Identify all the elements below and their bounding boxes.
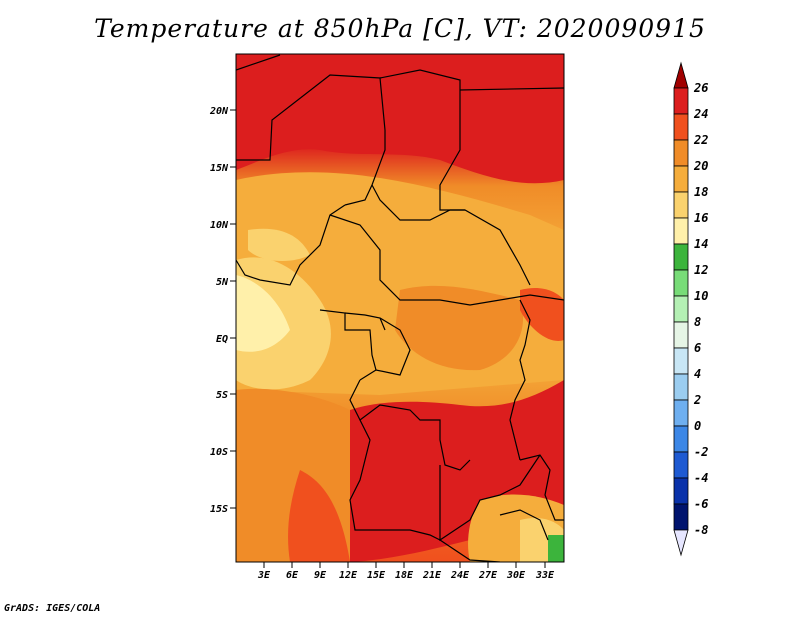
lat-label: 20N — [209, 106, 229, 117]
lon-label: 6E — [286, 570, 299, 581]
chart-title: Temperature at 850hPa [C], VT: 202009091… — [94, 14, 706, 43]
colorbar-segment — [673, 503, 689, 531]
colorbar-segment — [673, 113, 689, 141]
colorbar-segment — [673, 399, 689, 427]
lon-label: 9E — [314, 570, 327, 581]
lon-label: 15E — [367, 570, 386, 581]
lat-label: 10S — [210, 447, 228, 458]
lon-label: 30E — [506, 570, 526, 581]
colorbar-label: -8 — [694, 523, 708, 537]
colorbar — [673, 61, 689, 557]
colorbar-bottom-arrow — [673, 529, 689, 557]
credit-label: GrADS: IGES/COLA — [4, 603, 101, 614]
colorbar-segment — [673, 87, 689, 115]
colorbar-segment — [673, 243, 689, 271]
colorbar-segment — [673, 451, 689, 479]
lat-label: EQ — [216, 334, 228, 345]
colorbar-label: 6 — [694, 341, 701, 355]
colorbar-segment — [673, 347, 689, 375]
lon-label: 21E — [422, 570, 442, 581]
colorbar-segment — [673, 321, 689, 349]
colorbar-label: 22 — [693, 133, 708, 147]
country-borders — [236, 54, 564, 562]
colorbar-label: 18 — [694, 185, 708, 199]
latitude-axis — [230, 109, 236, 509]
map-frame — [235, 53, 565, 563]
lat-label: 5S — [216, 390, 228, 401]
lon-label: 27E — [478, 570, 498, 581]
lon-label: 3E — [257, 570, 271, 581]
colorbar-label: 20 — [693, 159, 708, 173]
colorbar-segment — [673, 269, 689, 297]
colorbar-label: -4 — [694, 471, 708, 485]
colorbar-label: 12 — [694, 263, 708, 277]
lat-label: 15N — [210, 163, 229, 174]
lon-label: 12E — [339, 570, 358, 581]
colorbar-top-arrow — [673, 61, 689, 89]
colorbar-segment — [673, 477, 689, 505]
colorbar-segment — [673, 139, 689, 167]
colorbar-segment — [673, 165, 689, 193]
colorbar-segment — [673, 295, 689, 323]
colorbar-label: 24 — [693, 107, 708, 121]
colorbar-segment — [673, 217, 689, 245]
colorbar-label: 2 — [693, 393, 701, 407]
lon-label: 24E — [450, 570, 470, 581]
colorbar-label: 14 — [694, 237, 708, 251]
colorbar-label: 4 — [694, 367, 701, 381]
colorbar-label: 26 — [693, 81, 708, 95]
lon-label: 18E — [395, 570, 414, 581]
temperature-field — [236, 54, 564, 562]
colorbar-segment — [673, 191, 689, 219]
colorbar-label: 8 — [694, 315, 701, 329]
longitude-axis — [263, 562, 546, 568]
colorbar-label: 16 — [694, 211, 708, 225]
colorbar-segment — [673, 425, 689, 453]
colorbar-label: 0 — [694, 419, 701, 433]
lon-label: 33E — [535, 570, 555, 581]
colorbar-segment — [673, 373, 689, 401]
lat-label: 5N — [216, 277, 229, 288]
colorbar-label: -2 — [694, 445, 708, 459]
colorbar-label: -6 — [694, 497, 708, 511]
lat-label: 15S — [210, 504, 228, 515]
lat-label: 10N — [210, 220, 229, 231]
colorbar-label: 10 — [694, 289, 708, 303]
